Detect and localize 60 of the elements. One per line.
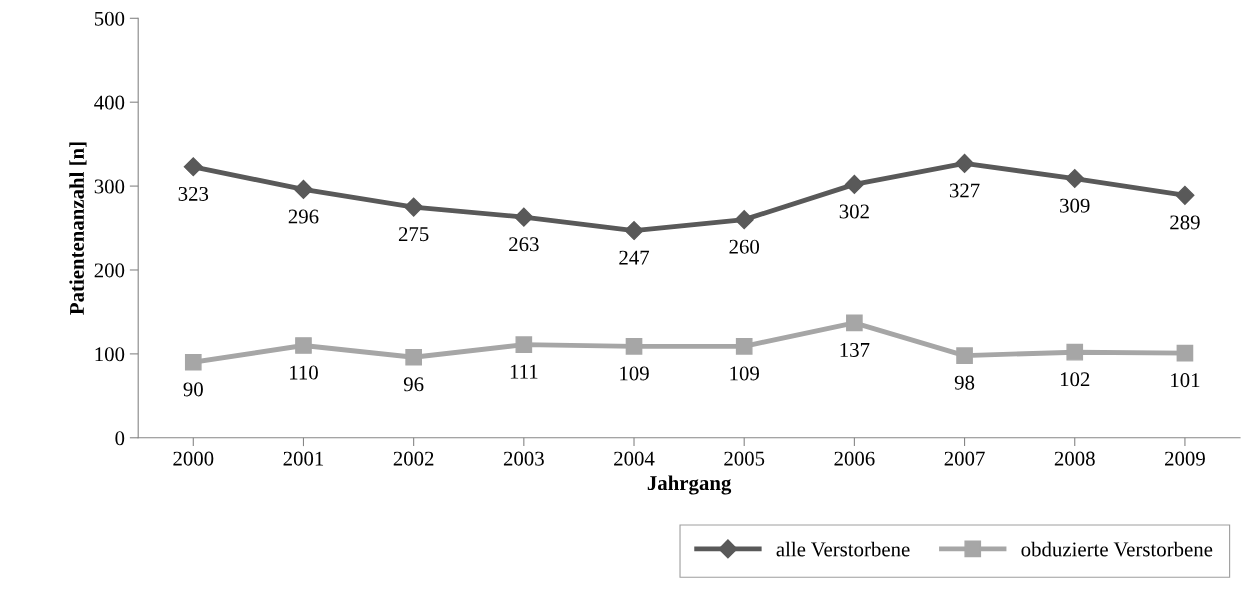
x-tick-label: 2005 [724,451,765,466]
legend-label: alle Verstorbene [776,541,910,557]
point [624,221,644,241]
point [404,197,424,217]
point [1175,185,1195,205]
x-tick-label: 2003 [503,451,544,466]
data-label: 263 [509,237,539,252]
point [514,207,534,227]
data-label: 275 [398,227,429,242]
data-label: 296 [288,209,319,224]
x-tick-label: 2001 [283,451,324,466]
point [734,210,754,230]
point [183,157,203,177]
point [1065,169,1085,189]
point [956,347,973,364]
data-label: 260 [729,239,760,254]
x-tick-label: 2000 [173,451,214,466]
point [846,314,863,332]
data-label: 327 [949,183,980,198]
point [405,348,422,366]
x-tick-label: 2007 [944,451,985,466]
x-tick-label: 2009 [1165,451,1205,466]
x-tick-label: 2004 [614,451,655,466]
x-tick-label: 2006 [834,451,875,466]
x-tick-label: 2008 [1054,451,1095,466]
data-label: 98 [954,375,975,390]
y-tick-label: 400 [94,95,125,110]
data-label: 247 [619,250,650,265]
point [293,179,314,199]
y-tick-label: 200 [94,263,125,278]
y-tick-label: 0 [115,431,125,446]
x-axis-title: Jahrgang [647,475,732,495]
data-label: 302 [839,204,869,219]
point [844,174,864,194]
point [1176,344,1194,362]
data-label: 309 [1060,198,1090,213]
data-label: 289 [1170,215,1200,230]
point [295,337,312,354]
point [184,353,202,371]
data-label: 110 [290,365,318,380]
data-label: 109 [730,366,759,381]
data-label: 111 [510,364,538,379]
x-tick-label: 2002 [393,451,434,466]
y-axis-title: Patientenanzahl [n] [69,142,87,315]
point [1066,343,1084,361]
data-label: 101 [1171,373,1200,388]
data-label: 323 [178,186,209,201]
point [515,336,533,353]
legend-label: obduzierte Verstorbene [1021,541,1213,557]
data-label: 90 [183,382,203,397]
data-label: 96 [403,377,424,392]
data-label: 102 [1060,372,1090,387]
point [735,337,753,355]
point [955,153,975,173]
y-tick-label: 100 [95,347,125,362]
y-tick-label: 300 [94,179,125,194]
point [625,337,643,355]
y-tick-label: 500 [94,11,125,26]
data-label: 137 [840,342,870,357]
data-label: 109 [620,366,649,381]
